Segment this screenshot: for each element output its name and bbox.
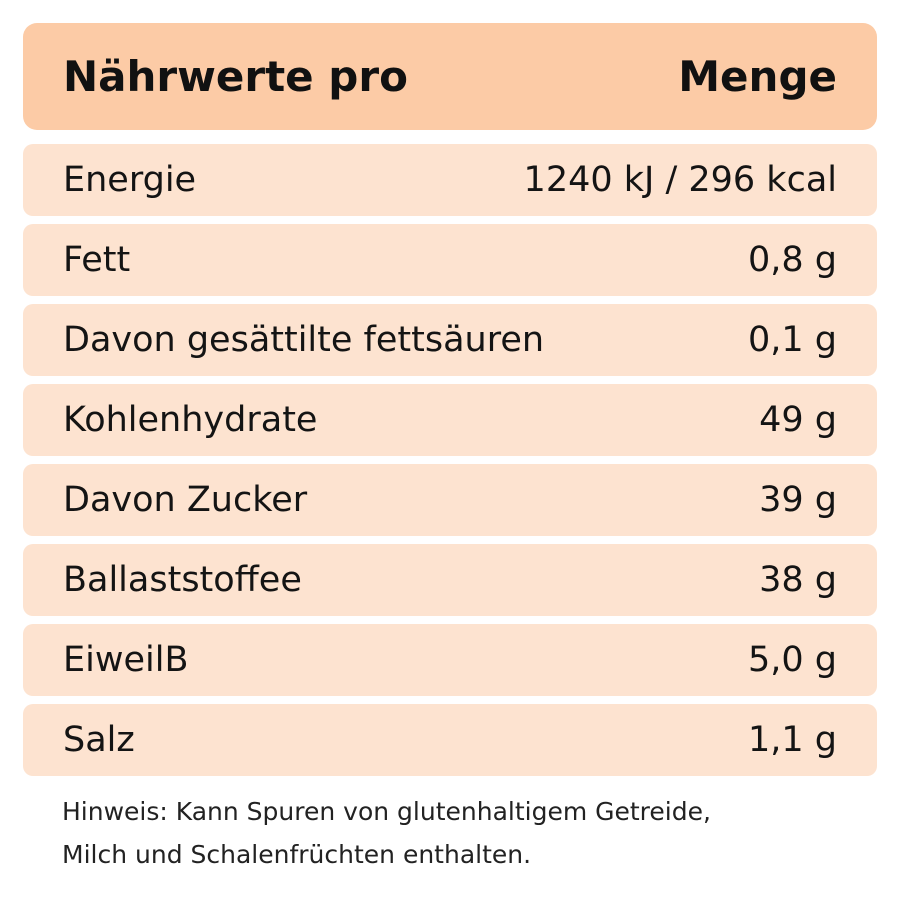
row-label: EiweilB: [63, 640, 189, 680]
row-label: Davon Zucker: [63, 480, 308, 520]
table-row-ballaststoffe: Ballaststoffee 38 g: [23, 544, 877, 616]
table-header: Nährwerte pro Menge: [23, 23, 877, 130]
row-value: 5,0 g: [747, 640, 837, 680]
row-value: 1,1 g: [747, 720, 837, 760]
row-label: Fett: [63, 240, 131, 280]
allergen-note-line-2: Milch und Schalenfrüchten enthalten.: [62, 840, 532, 869]
nutrition-table: Energie 1240 kJ / 296 kcal Fett 0,8 g Da…: [23, 144, 877, 784]
table-row-energie: Energie 1240 kJ / 296 kcal: [23, 144, 877, 216]
table-row-salz: Salz 1,1 g: [23, 704, 877, 776]
row-value: 39 g: [759, 480, 837, 520]
row-value: 1240 kJ / 296 kcal: [523, 160, 837, 200]
header-amount-label: Menge: [678, 52, 837, 101]
allergen-note: Hinweis: Kann Spuren von glutenhaltigem …: [62, 790, 882, 876]
header-nutrients-label: Nährwerte pro: [63, 52, 408, 101]
row-label: Kohlenhydrate: [63, 400, 318, 440]
row-label: Davon gesättilte fettsäuren: [63, 320, 545, 360]
row-label: Salz: [63, 720, 135, 760]
row-value: 49 g: [759, 400, 837, 440]
allergen-note-line-1: Hinweis: Kann Spuren von glutenhaltigem …: [62, 797, 711, 826]
row-label: Energie: [63, 160, 197, 200]
table-row-fett: Fett 0,8 g: [23, 224, 877, 296]
table-row-gesaettigte-fettsaeuren: Davon gesättilte fettsäuren 0,1 g: [23, 304, 877, 376]
row-label: Ballaststoffee: [63, 560, 302, 600]
table-row-kohlenhydrate: Kohlenhydrate 49 g: [23, 384, 877, 456]
row-value: 0,8 g: [747, 240, 837, 280]
row-value: 38 g: [759, 560, 837, 600]
table-row-zucker: Davon Zucker 39 g: [23, 464, 877, 536]
row-value: 0,1 g: [747, 320, 837, 360]
table-row-eiweiss: EiweilB 5,0 g: [23, 624, 877, 696]
